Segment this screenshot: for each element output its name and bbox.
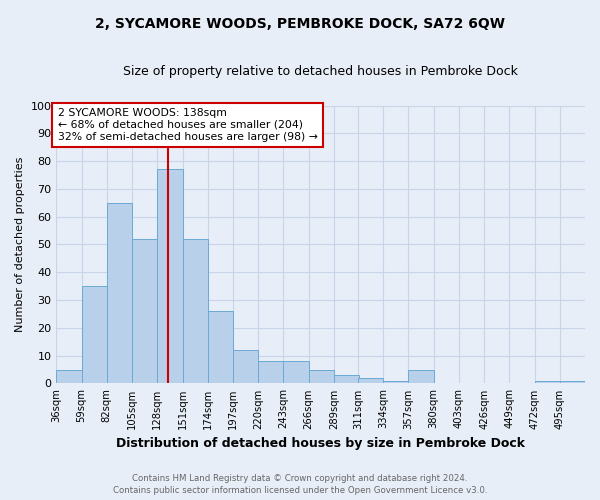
Bar <box>208 311 233 384</box>
Bar <box>409 370 434 384</box>
Text: Contains HM Land Registry data © Crown copyright and database right 2024.
Contai: Contains HM Land Registry data © Crown c… <box>113 474 487 495</box>
Bar <box>258 361 283 384</box>
Bar <box>107 203 132 384</box>
Bar <box>535 380 560 384</box>
Bar <box>182 239 208 384</box>
Bar <box>334 375 359 384</box>
Text: 2, SYCAMORE WOODS, PEMBROKE DOCK, SA72 6QW: 2, SYCAMORE WOODS, PEMBROKE DOCK, SA72 6… <box>95 18 505 32</box>
X-axis label: Distribution of detached houses by size in Pembroke Dock: Distribution of detached houses by size … <box>116 437 525 450</box>
Y-axis label: Number of detached properties: Number of detached properties <box>15 157 25 332</box>
Bar <box>308 370 334 384</box>
Title: Size of property relative to detached houses in Pembroke Dock: Size of property relative to detached ho… <box>123 65 518 78</box>
Bar <box>56 370 82 384</box>
Bar <box>157 170 182 384</box>
Text: 2 SYCAMORE WOODS: 138sqm
← 68% of detached houses are smaller (204)
32% of semi-: 2 SYCAMORE WOODS: 138sqm ← 68% of detach… <box>58 108 317 142</box>
Bar <box>82 286 107 384</box>
Bar <box>233 350 258 384</box>
Bar <box>132 239 157 384</box>
Bar <box>283 361 308 384</box>
Bar <box>383 380 409 384</box>
Bar <box>358 378 383 384</box>
Bar <box>560 380 585 384</box>
